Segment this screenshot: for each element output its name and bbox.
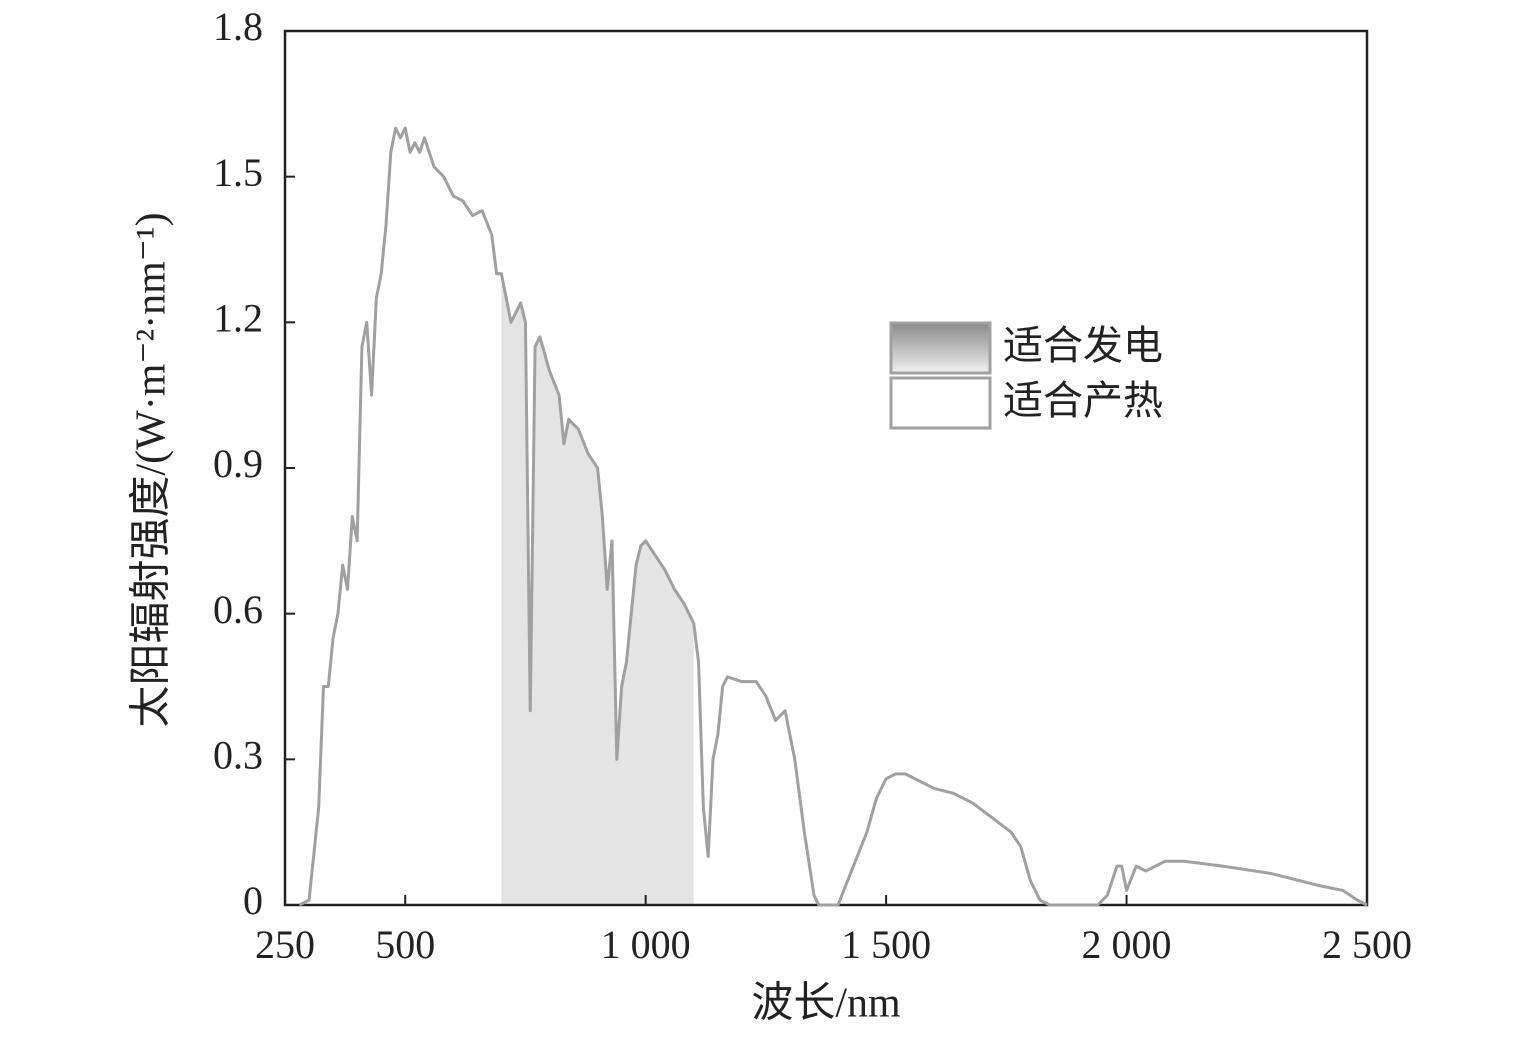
- y-tick-label: 1.5: [213, 150, 263, 195]
- legend-swatch: [889, 321, 992, 375]
- legend-swatch: [889, 376, 992, 430]
- x-tick-label: 1 000: [601, 922, 691, 967]
- y-tick-label: 1.8: [213, 4, 263, 49]
- x-tick-label: 2 000: [1082, 922, 1172, 967]
- series-line: [298, 126, 1368, 907]
- region-fill: [501, 273, 694, 905]
- y-tick-label: 0.9: [213, 441, 263, 486]
- legend-label: 适合发电: [1003, 323, 1163, 368]
- x-tick-label: 1 500: [841, 922, 931, 967]
- x-axis-label: 波长/nm: [751, 981, 901, 1027]
- y-tick-label: 0.6: [213, 587, 263, 632]
- y-tick-label: 1.2: [213, 296, 263, 341]
- x-tick-label: 2 500: [1322, 922, 1412, 967]
- legend-label: 适合产热: [1003, 378, 1163, 423]
- y-axis-label: 太阳辐射强度/(W·m⁻²·nm⁻¹): [129, 212, 175, 727]
- y-tick-label: 0.3: [213, 733, 263, 778]
- x-tick-label: 250: [255, 922, 315, 967]
- y-tick-label: 0: [243, 878, 263, 923]
- plot-frame: [283, 29, 1369, 907]
- x-tick-label: 500: [375, 922, 435, 967]
